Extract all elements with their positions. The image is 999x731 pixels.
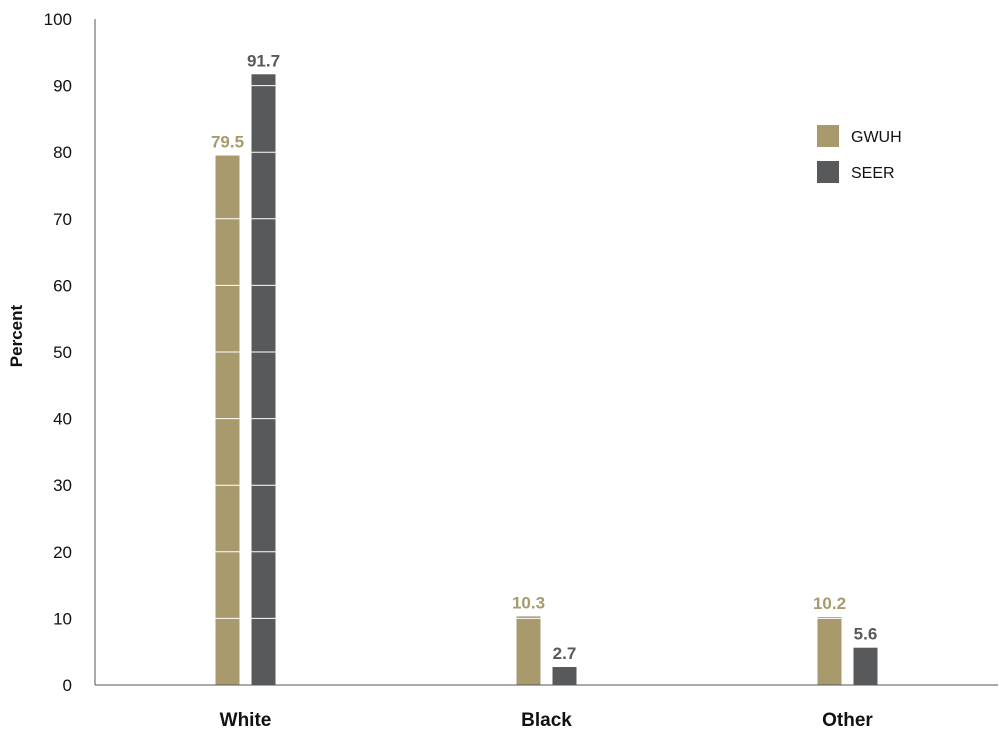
y-tick-label: 80 [53,143,72,162]
y-tick-label: 30 [53,476,72,495]
bar-gwuh-other [817,617,842,685]
y-tick-label: 60 [53,276,72,295]
data-label-gwuh: 10.3 [512,593,545,612]
category-label: White [220,710,272,731]
data-label-seer: 91.7 [247,51,280,70]
y-tick-label: 10 [53,609,72,628]
y-axis-title: Percent [7,304,26,367]
bar-gwuh-black [516,616,541,685]
data-label-gwuh: 10.2 [813,594,846,613]
legend-swatch-gwuh [817,125,839,147]
y-tick-labels: 0 10 20 30 40 50 60 70 80 90 100 [44,10,72,695]
category-label: Other [822,710,873,731]
y-tick-label: 0 [63,676,72,695]
y-tick-label: 90 [53,77,72,96]
bar-seer-white [251,74,276,685]
axes-group [94,19,998,686]
y-tick-label: 50 [53,343,72,362]
y-tick-label: 70 [53,210,72,229]
bar-gridlines [215,85,842,619]
y-tick-label: 40 [53,410,72,429]
category-labels: White Black Other [220,710,874,731]
data-label-gwuh: 79.5 [211,133,244,152]
legend-label-gwuh: GWUH [851,129,902,146]
category-label: Black [521,710,572,731]
bar-seer-black [552,667,577,685]
legend-label-seer: SEER [851,165,895,182]
data-label-seer: 5.6 [854,625,878,644]
bar-seer-other [853,647,878,685]
bars-group [215,74,878,685]
legend: GWUH SEER [817,125,902,183]
y-tick-label: 100 [44,10,72,29]
y-tick-label: 20 [53,543,72,562]
data-label-seer: 2.7 [553,644,577,663]
legend-swatch-seer [817,161,839,183]
data-labels: 79.5 91.7 10.3 2.7 10.2 5.6 [211,51,877,663]
bar-gwuh-white [215,155,240,685]
